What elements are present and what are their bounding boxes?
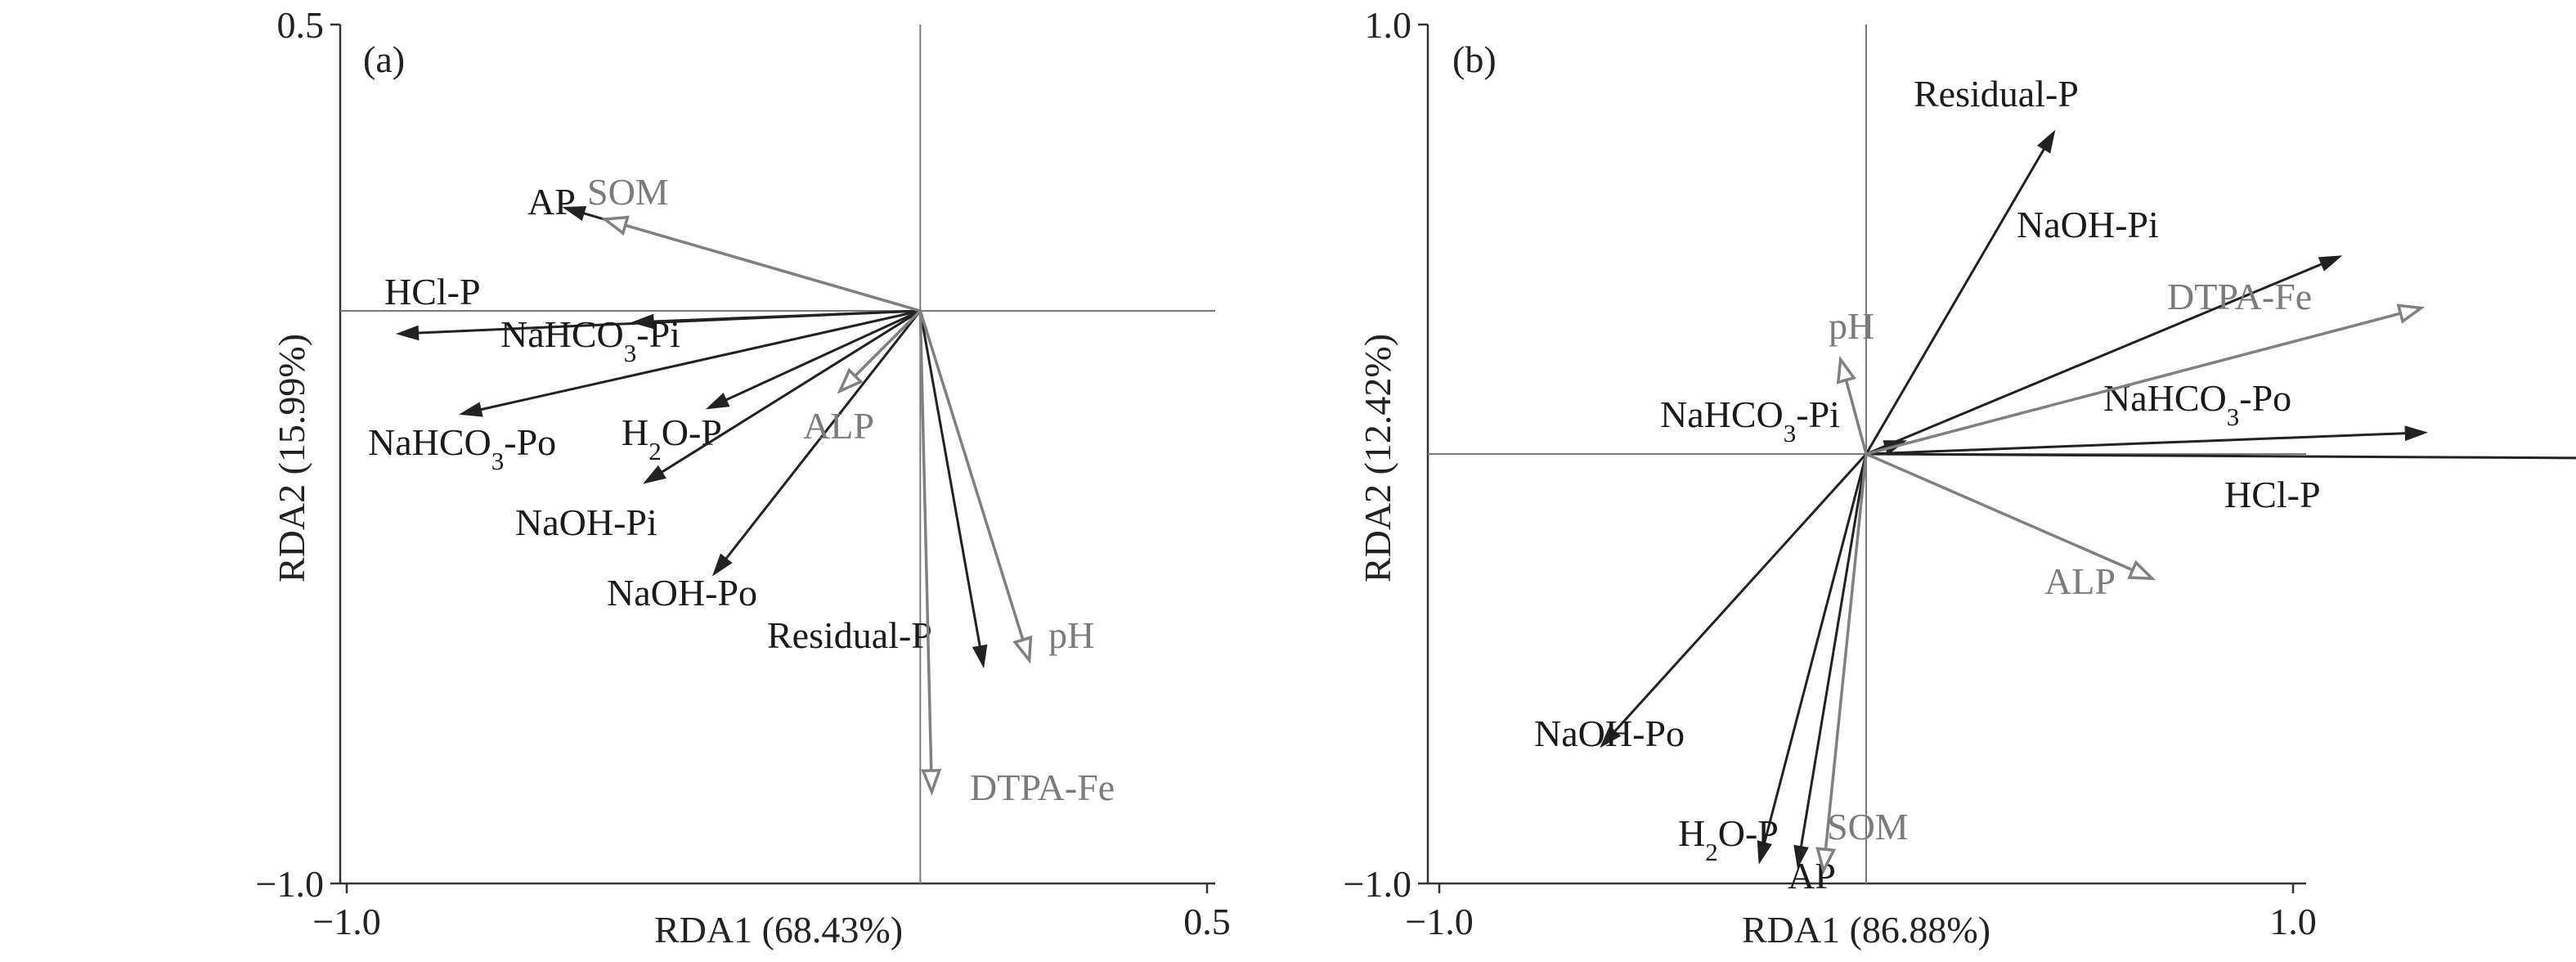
panel-b-y-tick-label: 1.0 [1365, 4, 1412, 46]
panel-a-dtpa-fe-explanatory-label: DTPA-Fe [970, 766, 1115, 808]
panel-b-h2o-p-response-arrowhead [1757, 840, 1772, 865]
panel-a-alp-explanatory-vector [854, 309, 922, 377]
panel-b-alp-explanatory-arrowhead [2127, 560, 2156, 581]
panel-a-som-explanatory-label: SOM [587, 171, 669, 213]
panel-b-residual-p-response-vector [1865, 148, 2045, 455]
panel-a-hcl-p-response-arrowhead [395, 325, 420, 341]
panel-a-ap-response-label: AP [527, 181, 576, 223]
panel-a-naoh-pi-response-label: NaOH-Pi [515, 501, 657, 543]
panel-a-h2o-p-response-vector [725, 309, 921, 402]
panel-a-x-tick-label: 0.5 [1183, 901, 1231, 942]
panel-a-alp-explanatory-label: ALP [803, 405, 874, 447]
panel-a-residual-p-response-arrowhead [972, 644, 988, 669]
panel-a-ph-explanatory-arrowhead [1012, 635, 1033, 664]
panel-a-dtpa-fe-explanatory-vector [918, 310, 933, 771]
panel-a-hcl-p-response-label: HCl-P [384, 271, 481, 312]
panel-b-x-tick-label: 1.0 [2269, 901, 2317, 942]
panel-a-naoh-pi-response-vector [661, 309, 922, 474]
panel-a-ap-response-arrowhead [562, 205, 587, 222]
panel-b-naoh-po-response-label: NaOH-Po [1534, 713, 1685, 754]
panel-b-ph-explanatory-label: pH [1829, 305, 1874, 347]
panel-b-h2o-p-response-vector [1763, 453, 1868, 843]
panel-a-nahco3-po-response-arrowhead [459, 402, 483, 417]
panel-a-dtpa-fe-explanatory-arrowhead [921, 768, 942, 796]
panel-b-som-explanatory-label: SOM [1827, 806, 1909, 847]
panel-b-naoh-pi-response-vector [1865, 263, 2322, 456]
panel-b-ap-response-vector [1799, 453, 1868, 847]
panel-a-alp-explanatory-arrowhead [837, 367, 864, 394]
panel-a-naoh-po-response-label: NaOH-Po [607, 572, 757, 614]
panel-b-alp-explanatory-vector [1865, 452, 2134, 572]
panel-b-som-explanatory-vector [1824, 453, 1868, 850]
panel-b-x-tick-label: −1.0 [1405, 901, 1473, 942]
panel-b-som-explanatory-arrowhead [1815, 847, 1837, 875]
panel-a-som-explanatory-vector [625, 223, 921, 312]
panel-a-residual-p-response-label: Residual-P [767, 614, 932, 656]
panel-a-som-explanatory-arrowhead [600, 215, 630, 236]
panel-b-naoh-pi-response-arrowhead [2318, 255, 2343, 272]
panel-b-label: (b) [1452, 38, 1497, 80]
panel-a-rda-biplot: (a) RDA1 (68.43%) RDA2 (15.99%) −1.0 0.5 −… [256, 4, 1231, 951]
panel-a-nahco3-pi-response-label: NaHCO3-Pi [500, 313, 680, 367]
panel-a-y-axis-title: RDA2 (15.99%) [271, 334, 312, 582]
panel-b-residual-p-response-label: Residual-P [1914, 73, 2079, 115]
panel-b-nahco3-po-response-label: NaHCO3-Po [2103, 377, 2291, 431]
panel-a-naoh-po-response-vector [725, 310, 922, 560]
panel-b-naoh-pi-response-label: NaOH-Pi [2017, 204, 2159, 245]
panel-b-residual-p-response-arrowhead [2036, 129, 2056, 154]
panel-a-naoh-pi-response-arrowhead [643, 465, 666, 484]
panel-b-y-tick-label: −1.0 [1344, 863, 1411, 905]
panel-b-dtpa-fe-explanatory-vector [1865, 312, 2401, 456]
panel-a-h2o-p-response-arrowhead [705, 393, 730, 410]
panel-a-nahco3-po-response-vector [480, 309, 921, 411]
panel-a-nahco3-po-response-label: NaHCO3-Po [368, 421, 556, 475]
panel-a-y-tick-label: 0.5 [277, 4, 325, 46]
panel-b-ph-explanatory-arrowhead [1836, 355, 1857, 384]
panel-a-label: (a) [363, 38, 405, 80]
panel-b-hcl-p-response-label: HCl-P [2224, 474, 2321, 515]
panel-b-alp-explanatory-label: ALP [2044, 560, 2116, 602]
panel-b-dtpa-fe-explanatory-arrowhead [2396, 303, 2426, 324]
panel-b-nahco3-po-response-arrowhead [2404, 425, 2428, 442]
panel-b-hcl-p-response-vector [1865, 452, 2576, 460]
panel-a-x-axis-title: RDA1 (68.43%) [654, 909, 903, 951]
panel-a-residual-p-response-vector [918, 310, 981, 647]
panel-b-ph-explanatory-vector [1844, 380, 1868, 455]
panel-b-nahco3-pi-response-label: NaHCO3-Pi [1660, 393, 1840, 447]
panel-a-x-tick-label: −1.0 [312, 901, 380, 942]
panel-b-x-axis-title: RDA1 (86.88%) [1742, 909, 1990, 951]
panel-b-dtpa-fe-explanatory-label: DTPA-Fe [2167, 276, 2312, 317]
panel-b-rda-biplot: (b) RDA1 (86.88%) RDA2 (12.42%) −1.0 1.0 −… [1344, 4, 2576, 951]
panel-a-y-tick-label: −1.0 [256, 863, 324, 905]
panel-b-nahco3-po-response-vector [1865, 432, 2406, 456]
panel-b-h2o-p-response-label: H2O-P [1678, 812, 1779, 866]
panel-b-naoh-po-response-vector [1613, 452, 1868, 733]
panel-a-ph-explanatory-label: pH [1048, 614, 1094, 656]
panel-a-ph-explanatory-vector [918, 310, 1025, 641]
panel-a-nahco3-pi-response-vector [653, 309, 921, 323]
panel-b-y-axis-title: RDA2 (12.42%) [1357, 334, 1398, 582]
panel-a-h2o-p-response-label: H2O-P [622, 411, 722, 465]
